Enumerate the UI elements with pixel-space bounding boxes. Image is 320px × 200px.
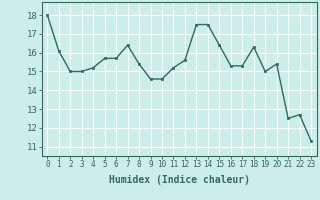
X-axis label: Humidex (Indice chaleur): Humidex (Indice chaleur)	[109, 175, 250, 185]
